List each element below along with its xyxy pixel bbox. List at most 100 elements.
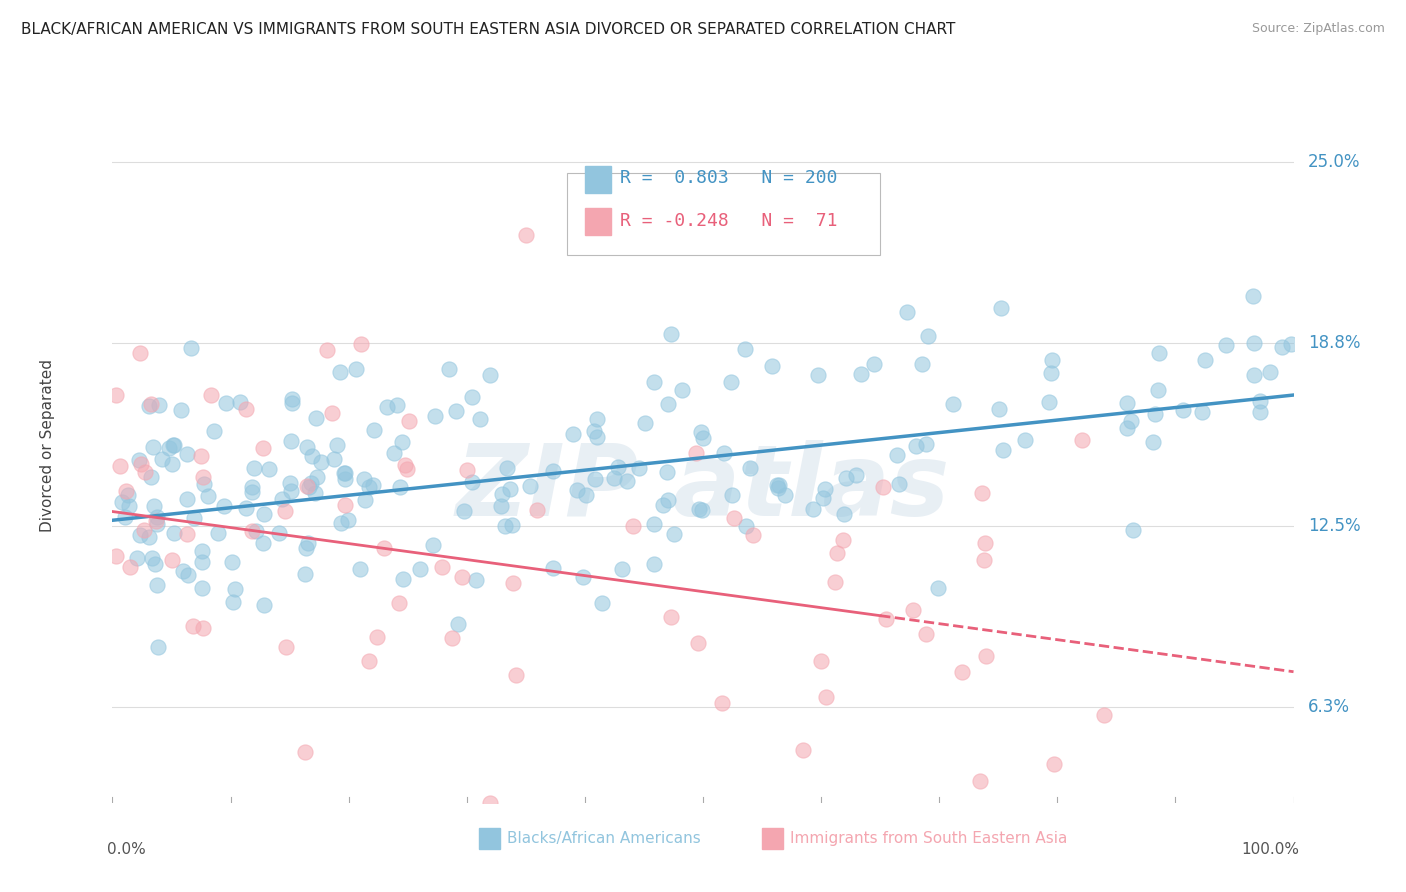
Point [295,440,318,454]
Point [914,437,936,451]
Point [176,491,198,506]
Point [1271,340,1294,354]
Point [456,463,478,477]
Point [806,368,828,382]
Point [197,489,219,503]
Point [845,468,868,483]
Point [1241,289,1264,303]
Point [872,480,894,494]
Point [689,425,711,439]
Point [243,461,266,475]
Point [388,596,411,610]
Point [591,596,613,610]
Point [191,620,214,634]
Point [146,640,169,654]
Point [240,480,263,494]
Bar [585,209,610,235]
Point [1194,353,1216,368]
Point [177,567,200,582]
Point [297,536,319,550]
Point [281,396,304,410]
Point [176,447,198,461]
Point [655,465,678,479]
Point [235,402,257,417]
Point [1260,365,1282,379]
Text: R = -0.248   N =  71: R = -0.248 N = 71 [620,212,838,230]
Point [710,696,733,710]
Point [1039,366,1062,380]
Point [1243,368,1265,382]
Point [941,397,963,411]
Point [361,478,384,492]
Point [259,462,281,476]
Text: ZIP atlas: ZIP atlas [456,441,950,537]
Point [129,346,152,360]
Point [814,482,837,496]
Point [332,466,354,480]
Point [382,446,405,460]
Point [686,636,709,650]
Point [499,482,522,496]
Point [111,494,134,508]
Point [1014,433,1036,447]
Point [927,581,949,595]
Point [1243,335,1265,350]
Point [1249,394,1271,409]
Point [572,570,595,584]
Point [139,470,162,484]
Point [252,441,274,455]
Point [253,507,276,521]
Point [541,464,564,478]
Point [207,525,229,540]
Point [323,452,346,467]
Point [280,434,302,448]
Point [200,388,222,402]
Point [478,368,501,382]
Point [917,329,939,343]
Point [801,502,824,516]
Point [105,387,128,401]
Point [685,446,707,460]
Point [834,471,856,485]
Point [224,582,246,596]
Point [221,555,243,569]
Point [349,562,371,576]
Point [720,487,742,501]
Point [373,541,395,555]
Point [1115,396,1137,410]
Point [526,503,548,517]
Point [391,434,413,449]
Point [1038,394,1060,409]
Point [886,448,908,462]
Point [304,485,326,500]
Point [603,471,626,485]
Point [690,503,713,517]
Point [575,488,598,502]
Point [326,438,349,452]
Point [301,449,323,463]
Point [723,510,745,524]
Point [974,536,997,550]
Point [761,359,783,374]
Point [773,488,796,502]
Text: Source: ZipAtlas.com: Source: ZipAtlas.com [1251,22,1385,36]
Point [662,527,685,541]
Point [375,401,398,415]
Point [202,425,225,439]
Point [610,562,633,576]
Point [990,301,1012,315]
Point [253,599,276,613]
Point [607,460,630,475]
Point [451,570,474,584]
Point [115,484,138,499]
Point [519,478,541,492]
Point [128,453,150,467]
Point [461,390,484,404]
Point [810,654,832,668]
Point [988,401,1011,416]
Point [437,362,460,376]
Point [505,668,527,682]
Point [430,560,453,574]
Point [294,567,316,582]
Point [139,397,162,411]
